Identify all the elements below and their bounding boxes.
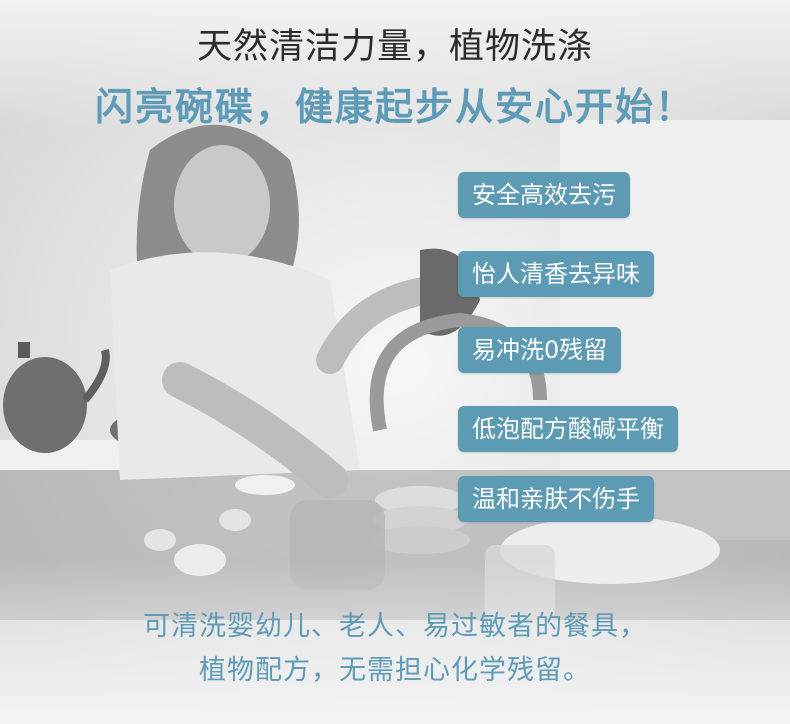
feature-tag: 怡人清香去异味 xyxy=(458,251,654,297)
feature-tag: 易冲洗0残留 xyxy=(458,327,622,373)
footer-line-1: 可清洗婴幼儿、老人、易过敏者的餐具， xyxy=(143,611,647,642)
headline-secondary: 闪亮碗碟，健康起步从安心开始！ xyxy=(94,85,695,129)
footer-line-2: 植物配方，无需担心化学残留。 xyxy=(199,655,591,686)
feature-tag: 低泡配方酸碱平衡 xyxy=(458,406,678,452)
feature-tag: 温和亲肤不伤手 xyxy=(458,476,654,522)
feature-tag: 安全高效去污 xyxy=(458,172,630,218)
headline-primary: 天然清洁力量，植物洗涤 xyxy=(196,27,593,67)
